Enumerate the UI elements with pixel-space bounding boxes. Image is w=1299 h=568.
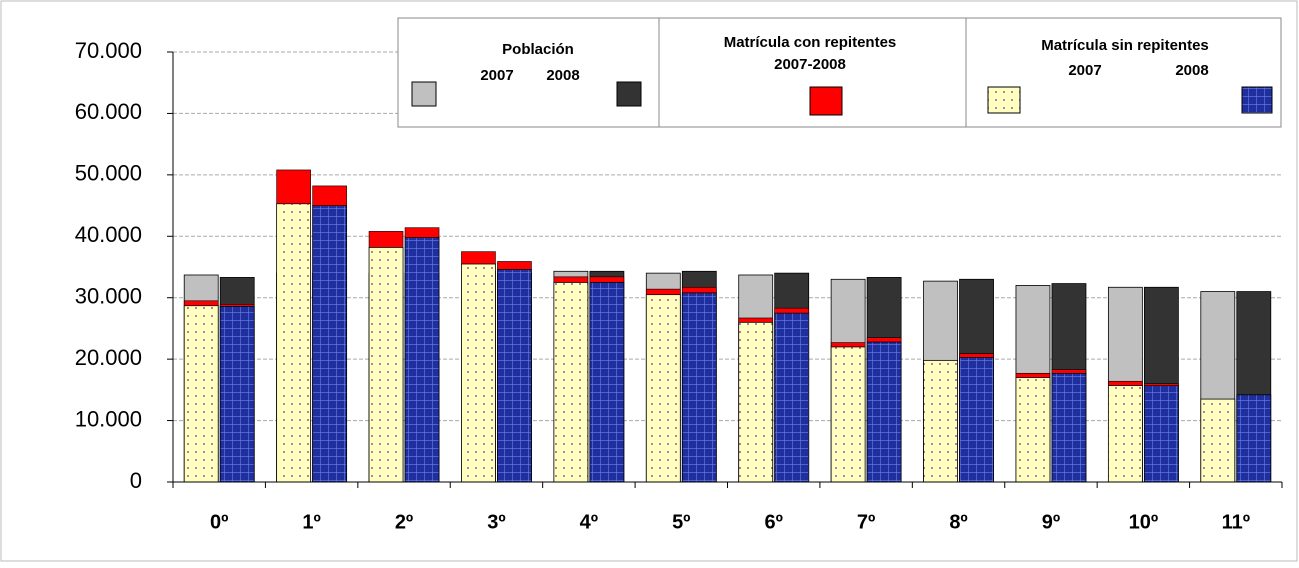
enrollment-bar xyxy=(183,305,219,483)
legend-swatch xyxy=(1241,86,1273,114)
repeaters-bar xyxy=(1108,380,1143,386)
enrollment-bar xyxy=(497,269,532,483)
enrollment-bar xyxy=(681,292,717,483)
repeaters-bar xyxy=(681,286,717,294)
legend-swatch xyxy=(809,86,843,116)
repeaters-bar xyxy=(589,276,625,283)
enrollment-bar xyxy=(1015,377,1051,483)
y-tick-label: 60.000 xyxy=(75,99,142,124)
x-tick-label: 6º xyxy=(764,511,782,533)
repeaters-bar xyxy=(276,169,311,205)
legend-title: Matrícula con repitentes xyxy=(724,34,897,51)
enrollment-bar xyxy=(738,321,774,483)
legend-label: 2008 xyxy=(1175,62,1208,79)
enrollment-bar xyxy=(830,346,866,483)
x-tick-label: 3º xyxy=(487,511,505,533)
x-tick-label: 5º xyxy=(672,511,690,533)
repeaters-bar xyxy=(1015,372,1051,378)
legend-label: 2008 xyxy=(546,67,579,84)
x-tick-label: 2º xyxy=(395,511,413,533)
enrollment-bar xyxy=(553,281,589,483)
enrollment-bar xyxy=(1200,398,1236,483)
y-tick-label: 50.000 xyxy=(75,161,142,186)
repeaters-bar xyxy=(645,288,681,295)
enrollment-bar xyxy=(312,205,348,483)
repeaters-bar xyxy=(497,261,532,270)
y-tick-label: 70.000 xyxy=(75,38,142,63)
enrollment-bar xyxy=(1051,372,1087,483)
enrollment-bar xyxy=(1107,385,1143,483)
repeaters-bar xyxy=(312,185,347,206)
enrollment-bar xyxy=(368,246,404,483)
y-tick-label: 40.000 xyxy=(75,222,142,247)
repeaters-bar xyxy=(1051,369,1087,374)
x-tick-label: 4º xyxy=(580,511,598,533)
enrollment-bar xyxy=(866,341,902,483)
enrollment-bar xyxy=(923,359,958,483)
repeaters-bar xyxy=(738,317,774,323)
y-tick-label: 20.000 xyxy=(75,345,142,370)
legend-label: 2007 xyxy=(1068,62,1101,79)
enrollment-bar xyxy=(959,356,994,483)
enrollment-bar xyxy=(276,203,312,483)
repeaters-bar xyxy=(368,231,404,248)
repeaters-bar xyxy=(553,276,589,283)
x-tick-label: 1º xyxy=(302,511,320,533)
enrollment-bar xyxy=(774,312,810,483)
legend-swatch xyxy=(987,86,1021,114)
enrollment-bar xyxy=(1143,385,1179,483)
y-tick-label: 10.000 xyxy=(75,406,142,431)
enrollment-bar xyxy=(461,263,496,483)
x-tick-label: 7º xyxy=(857,511,875,533)
legend-title: Población xyxy=(502,41,574,58)
repeaters-bar xyxy=(461,251,496,265)
y-tick-label: 0 xyxy=(130,468,142,493)
repeaters-bar xyxy=(830,342,866,348)
x-tick-label: 10º xyxy=(1129,511,1159,533)
repeaters-bar xyxy=(219,304,255,307)
repeaters-bar xyxy=(866,337,902,343)
legend-label: 2007 xyxy=(480,67,513,84)
enrollment-bar xyxy=(645,294,681,483)
repeaters-bar xyxy=(404,227,440,238)
enrollment-bar xyxy=(589,281,625,483)
legend-label: 2007-2008 xyxy=(774,56,846,73)
enrollment-bar xyxy=(219,305,255,483)
enrollment-bar xyxy=(1236,394,1272,483)
legend-swatch xyxy=(616,81,642,107)
x-tick-label: 11º xyxy=(1222,511,1250,533)
x-tick-label: 0º xyxy=(210,511,228,533)
x-tick-label: 8º xyxy=(949,511,967,533)
legend-swatch xyxy=(411,81,437,107)
x-tick-label: 9º xyxy=(1042,511,1060,533)
repeaters-bar xyxy=(959,353,994,358)
y-tick-label: 30.000 xyxy=(75,284,142,309)
repeaters-bar xyxy=(1144,383,1179,386)
repeaters-bar xyxy=(774,307,810,314)
repeaters-bar xyxy=(183,300,219,306)
enrollment-bar xyxy=(404,237,440,483)
legend-title: Matrícula sin repitentes xyxy=(1041,37,1209,54)
